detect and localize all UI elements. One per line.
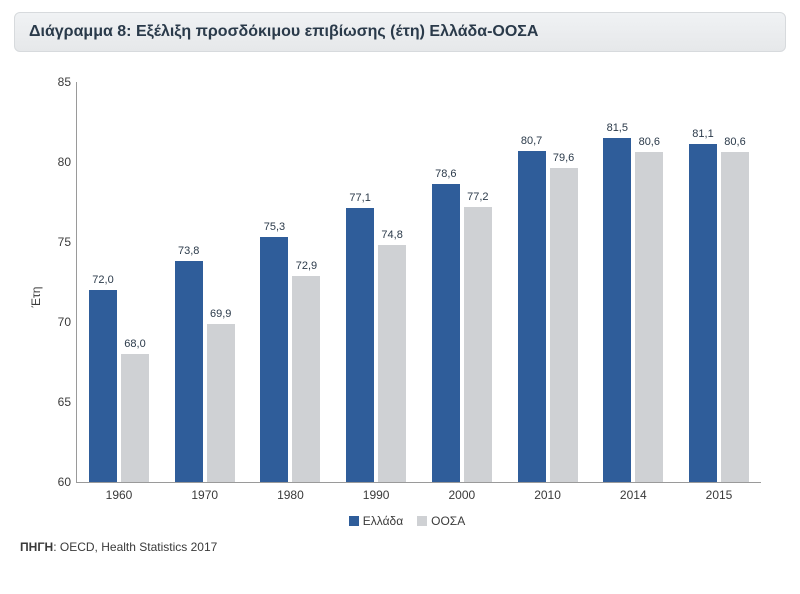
y-tick-label: 85: [41, 75, 71, 89]
y-tick-label: 75: [41, 235, 71, 249]
source-text: : OECD, Health Statistics 2017: [53, 540, 217, 554]
bar-value-label: 77,1: [349, 192, 370, 204]
source-line: ΠΗΓΗ: OECD, Health Statistics 2017: [14, 540, 786, 554]
bar-value-label: 69,9: [210, 308, 231, 320]
x-tick-label: 1990: [363, 488, 390, 502]
bar-value-label: 80,6: [639, 136, 660, 148]
y-axis-title: Έτη: [29, 287, 43, 308]
bar: [603, 138, 631, 482]
x-tick-label: 1980: [277, 488, 304, 502]
bar-value-label: 72,0: [92, 274, 113, 286]
chart-area: Έτη 60 65 70 75 80 85 1960 72,0 68,0 1970 73,8 69,9…: [20, 62, 780, 532]
bar: [378, 245, 406, 482]
bar: [689, 144, 717, 482]
bar-value-label: 73,8: [178, 245, 199, 257]
y-tick-label: 80: [41, 155, 71, 169]
bar-value-label: 68,0: [124, 338, 145, 350]
legend: Ελλάδα ΟΟΣΑ: [20, 513, 780, 528]
x-tick-label: 1960: [106, 488, 133, 502]
bar: [175, 261, 203, 482]
bar-value-label: 75,3: [264, 221, 285, 233]
chart-title: Διάγραμμα 8: Εξέλιξη προσδόκιμου επιβίωσ…: [29, 23, 538, 40]
bar: [518, 151, 546, 482]
x-tick-label: 2010: [534, 488, 561, 502]
legend-swatch: [349, 516, 359, 526]
legend-swatch: [417, 516, 427, 526]
bar-value-label: 77,2: [467, 191, 488, 203]
page: Διάγραμμα 8: Εξέλιξη προσδόκιμου επιβίωσ…: [0, 0, 800, 594]
bar: [721, 152, 749, 482]
bar-value-label: 74,8: [381, 229, 402, 241]
bar-value-label: 81,5: [607, 122, 628, 134]
bar: [346, 208, 374, 482]
y-tick-label: 70: [41, 315, 71, 329]
bar: [292, 276, 320, 482]
bar: [432, 184, 460, 482]
legend-label: ΟΟΣΑ: [431, 514, 465, 528]
bar: [89, 290, 117, 482]
x-tick-label: 1970: [191, 488, 218, 502]
bar: [260, 237, 288, 482]
source-label: ΠΗΓΗ: [20, 540, 53, 554]
x-tick-label: 2000: [448, 488, 475, 502]
bar-value-label: 72,9: [296, 260, 317, 272]
bar: [635, 152, 663, 482]
bar-value-label: 81,1: [692, 128, 713, 140]
bar: [121, 354, 149, 482]
bar-value-label: 80,7: [521, 135, 542, 147]
y-tick-label: 60: [41, 475, 71, 489]
bar: [207, 324, 235, 482]
bar: [464, 207, 492, 482]
bar-value-label: 78,6: [435, 168, 456, 180]
legend-label: Ελλάδα: [363, 514, 403, 528]
bar-value-label: 79,6: [553, 152, 574, 164]
x-tick-label: 2015: [706, 488, 733, 502]
bar: [550, 168, 578, 482]
y-tick-label: 65: [41, 395, 71, 409]
title-bar: Διάγραμμα 8: Εξέλιξη προσδόκιμου επιβίωσ…: [14, 12, 786, 52]
plot-area: 606570758085196072,068,0197073,869,91980…: [76, 82, 761, 483]
x-tick-label: 2014: [620, 488, 647, 502]
bar-value-label: 80,6: [724, 136, 745, 148]
